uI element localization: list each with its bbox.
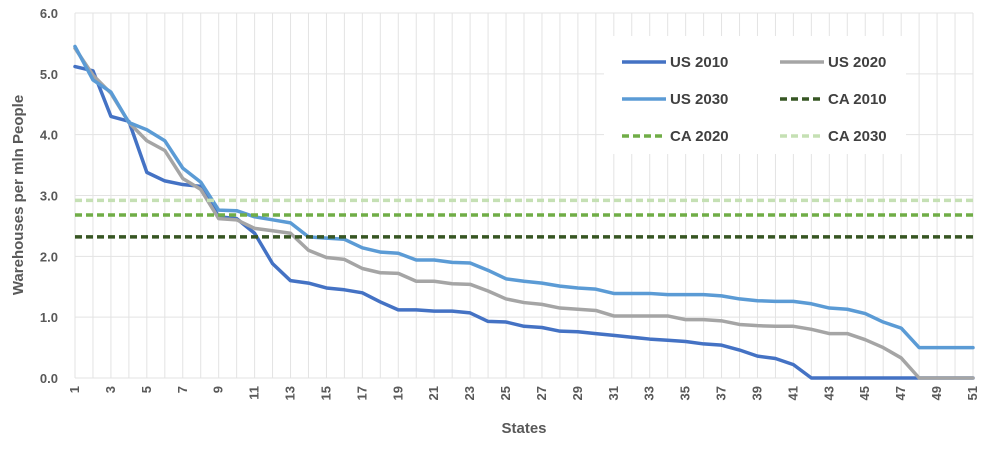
x-tick-label: 47 [893, 386, 908, 400]
y-tick-label: 2.0 [40, 249, 58, 264]
legend-label-ca-2030: CA 2030 [828, 128, 887, 145]
x-tick-label: 35 [678, 386, 693, 400]
x-tick-label: 29 [570, 386, 585, 400]
y-tick-label: 5.0 [40, 67, 58, 82]
x-tick-label: 41 [785, 386, 800, 400]
legend: US 2010 US 2020 US 2030 CA 2010 CA 2020 CA 20… [604, 36, 906, 154]
y-axis-ticks: 0.0 1.0 2.0 3.0 4.0 5.0 6.0 [40, 6, 58, 386]
legend-label-us-2020: US 2020 [828, 54, 886, 71]
x-tick-label: 5 [139, 386, 154, 393]
x-tick-label: 27 [534, 386, 549, 400]
x-tick-label: 9 [211, 386, 226, 393]
x-axis-ticks: 1 3 5 7 9 11 13 15 17 19 21 23 25 27 29 31 33 35 37 39 41 43 4… [67, 386, 980, 400]
legend-label-ca-2020: CA 2020 [670, 128, 729, 145]
x-tick-label: 23 [462, 386, 477, 400]
x-tick-label: 15 [318, 386, 333, 400]
x-tick-label: 31 [606, 386, 621, 400]
x-axis-title: States [501, 420, 546, 437]
x-tick-label: 39 [749, 386, 764, 400]
legend-label-ca-2010: CA 2010 [828, 91, 887, 108]
x-tick-label: 17 [354, 386, 369, 400]
x-tick-label: 3 [103, 386, 118, 393]
y-tick-label: 4.0 [40, 128, 58, 143]
x-tick-label: 11 [247, 386, 262, 400]
gridlines [74, 12, 974, 379]
y-tick-label: 6.0 [40, 6, 58, 21]
x-tick-label: 51 [965, 386, 980, 400]
x-tick-label: 33 [642, 386, 657, 400]
x-tick-label: 19 [390, 386, 405, 400]
y-tick-label: 3.0 [40, 189, 58, 204]
series-line-us-2020 [73, 46, 975, 380]
series-line-us-2030 [73, 44, 975, 350]
series-lines [73, 44, 975, 380]
x-tick-label: 13 [283, 386, 298, 400]
x-tick-label: 7 [175, 386, 190, 393]
y-tick-label: 1.0 [40, 310, 58, 325]
x-tick-label: 1 [67, 386, 82, 393]
legend-label-us-2010: US 2010 [670, 54, 728, 71]
legend-background [604, 36, 906, 154]
x-tick-label: 21 [426, 386, 441, 400]
x-tick-label: 37 [714, 386, 729, 400]
y-tick-label: 0.0 [40, 371, 58, 386]
x-tick-label: 43 [821, 386, 836, 400]
x-tick-label: 49 [929, 386, 944, 400]
y-axis-title: Warehouses per mln People [10, 95, 27, 295]
x-tick-label: 45 [857, 386, 872, 400]
x-tick-label: 25 [498, 386, 513, 400]
legend-label-us-2030: US 2030 [670, 91, 728, 108]
